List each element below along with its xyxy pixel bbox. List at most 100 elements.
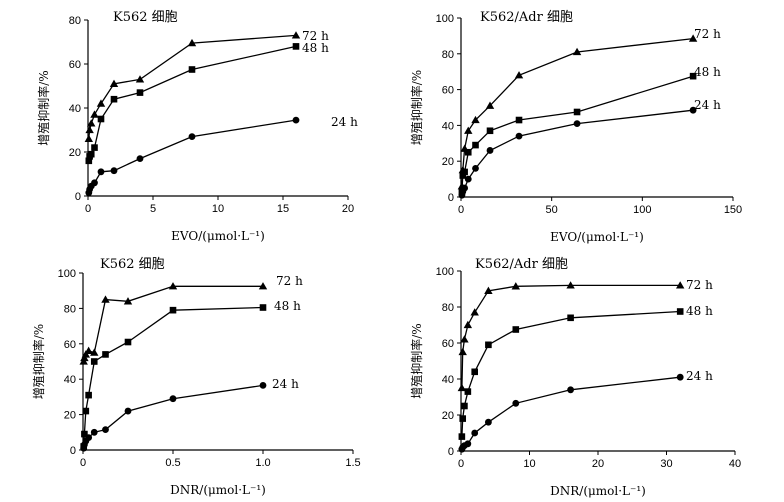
data-point — [485, 341, 492, 349]
data-point — [514, 71, 524, 79]
y-axis-label: 增殖抑制率/% — [409, 323, 424, 398]
data-point — [515, 132, 523, 140]
data-point — [676, 308, 684, 315]
y-tick-label: 40 — [69, 103, 81, 115]
data-point — [97, 168, 105, 176]
y-tick-label: 40 — [442, 120, 454, 132]
series-line — [88, 34, 297, 139]
series-line — [88, 45, 297, 161]
chart-panel-1: 0 5 10 15 20 0 20 40 60 80 K562 细胞 EVO/(μmol·L⁻¹) 增殖… — [36, 10, 358, 243]
data-point — [512, 399, 520, 407]
y-tick-label: 60 — [64, 339, 76, 351]
data-point — [459, 415, 467, 422]
data-point — [457, 182, 467, 190]
series-line — [83, 285, 263, 362]
data-point — [464, 440, 472, 448]
data-point — [471, 368, 478, 376]
series-48h: 48 h — [80, 299, 301, 450]
data-point — [110, 167, 118, 175]
x-axis-label: DNR/(μmol·L⁻¹) — [170, 483, 266, 497]
data-point — [689, 106, 697, 114]
data-point — [85, 157, 93, 165]
data-point — [676, 373, 684, 381]
series-72h: 72 h — [457, 278, 713, 392]
series-label: 48 h — [302, 41, 329, 55]
data-point — [511, 282, 520, 290]
data-point — [124, 338, 132, 346]
data-point — [292, 116, 300, 124]
x-tick-label: 100 — [633, 204, 651, 216]
series-line — [461, 284, 681, 389]
data-point — [81, 430, 88, 438]
data-point — [464, 148, 472, 156]
x-tick-label: 150 — [724, 204, 742, 216]
y-axis-label: 增殖抑制率/% — [31, 324, 46, 399]
data-point — [258, 282, 268, 290]
y-axis-label: 增殖抑制率/% — [36, 70, 51, 145]
series-line — [88, 119, 297, 193]
data-point — [96, 99, 106, 107]
series-72h: 72 h — [457, 27, 721, 190]
data-point — [169, 306, 177, 314]
data-point — [458, 347, 467, 356]
series-label: 72 h — [694, 27, 721, 41]
x-axis-label: EVO/(μmol·L⁻¹) — [550, 230, 644, 244]
data-point — [486, 127, 494, 135]
series-48h: 48 h — [458, 65, 721, 195]
chart-panel-2: 0 50 100 150 0 20 40 60 80 100 K562/Adr 细胞 EVO/(μmo… — [409, 10, 742, 244]
series-72h: 72 h — [84, 29, 329, 142]
x-tick-label: 1.0 — [255, 457, 270, 469]
y-tick-label: 80 — [442, 302, 454, 314]
chart-panel-4: 0 10 20 30 40 0 20 40 60 80 100 K562/Adr 细胞 DNR/(μmo… — [409, 257, 741, 498]
series-24h: 24 h — [458, 98, 721, 199]
series-48h: 48 h — [458, 304, 713, 440]
series-48h: 48 h — [85, 41, 329, 165]
y-tick-label: 80 — [69, 15, 81, 27]
series-24h: 24 h — [458, 369, 713, 453]
y-tick-label: 20 — [64, 410, 76, 422]
data-point — [485, 101, 495, 109]
data-point — [292, 43, 300, 50]
y-tick-label: 80 — [442, 49, 454, 61]
y-tick-label: 100 — [436, 266, 454, 278]
data-point — [464, 388, 472, 395]
data-point — [515, 116, 523, 124]
data-point — [136, 155, 144, 163]
data-point — [259, 304, 267, 311]
series-label: 72 h — [302, 29, 329, 43]
series-label: 72 h — [276, 274, 303, 288]
y-tick-label: 60 — [442, 85, 454, 97]
y-tick-label: 40 — [442, 374, 454, 386]
data-point — [572, 47, 582, 56]
chart-title: K562/Adr 细胞 — [480, 10, 573, 25]
data-point — [461, 402, 468, 410]
series-24h: 24 h — [80, 377, 299, 452]
y-tick-label: 100 — [436, 13, 454, 25]
data-point — [470, 308, 479, 316]
y-tick-label: 100 — [58, 268, 76, 280]
data-point — [110, 95, 118, 103]
data-point — [472, 164, 479, 172]
data-point — [87, 150, 95, 158]
y-tick-label: 20 — [69, 147, 81, 159]
data-point — [471, 429, 479, 437]
data-point — [169, 395, 177, 403]
data-point — [124, 407, 132, 415]
x-tick-label: 20 — [592, 458, 604, 470]
data-point — [90, 428, 98, 436]
x-tick-label: 5 — [150, 203, 156, 215]
data-point — [460, 144, 469, 152]
data-point — [123, 297, 133, 305]
data-point — [90, 358, 98, 365]
data-point — [573, 120, 581, 128]
series-label: 48 h — [274, 299, 301, 313]
data-point — [676, 281, 685, 289]
chart-title: K562/Adr 细胞 — [475, 257, 568, 272]
data-point — [102, 426, 109, 434]
data-point — [458, 188, 466, 195]
x-tick-label: 0 — [458, 204, 464, 216]
data-point — [688, 34, 698, 42]
data-point — [567, 386, 574, 394]
series-label: 24 h — [686, 369, 713, 383]
